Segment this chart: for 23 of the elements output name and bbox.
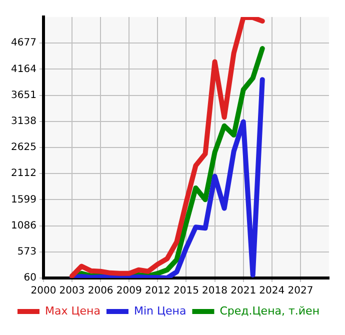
x-tick-label: 2006 [88,286,114,297]
legend-label: Min Цена [134,304,186,318]
y-tick-label: 4164 [10,64,36,75]
y-tick-label: 4677 [10,38,36,49]
y-tick-label: 60 [24,272,36,284]
x-tick-label: 2000 [30,286,56,297]
x-tick-label: 2018 [202,286,228,297]
x-tick-label: 2027 [288,286,314,297]
x-tick-label: 2021 [230,286,256,297]
y-tick-label: 3138 [10,116,36,127]
x-tick-label: 2015 [174,286,199,297]
y-tick-label: 2112 [10,168,36,180]
x-tick-label: 2003 [59,286,85,297]
legend-label: Сред.Цена, т.йен [220,304,320,318]
y-tick-label: 1086 [10,220,36,232]
y-tick-label: 1599 [10,194,36,206]
y-tick-label: 3651 [10,90,36,101]
y-tick-label: 2625 [10,142,36,154]
x-tick-label: 2009 [116,286,142,297]
x-tick-label: 2024 [259,286,285,297]
legend-label: Max Цена [44,304,100,318]
y-tick-label: 573 [17,246,36,258]
x-tick-label: 2012 [144,286,170,297]
